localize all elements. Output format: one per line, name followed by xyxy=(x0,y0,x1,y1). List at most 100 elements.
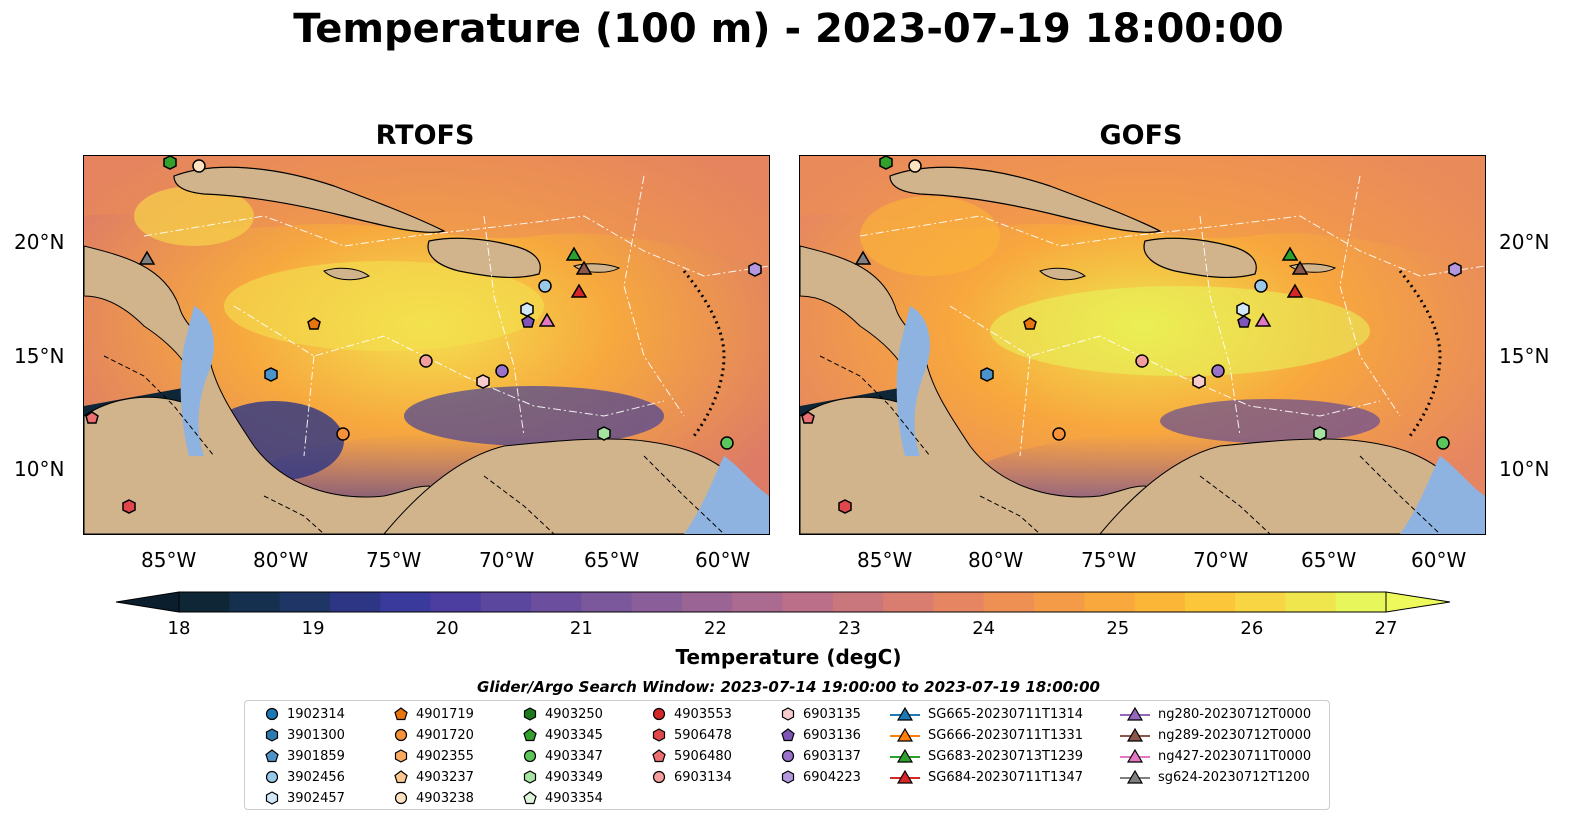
legend-label: 5906478 xyxy=(674,727,732,743)
triangle-marker-icon xyxy=(1120,728,1150,742)
legend-item: 1902314 xyxy=(257,704,345,724)
lon-label-65w-rtofs: 65°W xyxy=(584,548,640,572)
figure-title: Temperature (100 m) - 2023-07-19 18:00:0… xyxy=(293,6,1284,52)
legend-item: 3902457 xyxy=(257,788,345,808)
lat-label-15n-left: 15°N xyxy=(14,344,65,368)
triangle-marker-icon xyxy=(890,728,920,742)
circle-marker-icon xyxy=(781,749,795,763)
legend-item: 6903135 xyxy=(773,704,861,724)
colorbar-segment xyxy=(983,592,1035,612)
colorbar-tick-label: 23 xyxy=(838,618,861,639)
legend-item: 3901859 xyxy=(257,746,345,766)
pentagon-marker-icon xyxy=(652,749,666,763)
legend-label: SG666-20230711T1331 xyxy=(928,727,1084,743)
colorbar-segment xyxy=(430,592,482,612)
legend-label: 3902456 xyxy=(287,769,345,785)
pentagon-marker-icon xyxy=(394,770,408,784)
legend-item: sg624-20230712T1200 xyxy=(1120,767,1310,787)
legend-label: 4903250 xyxy=(545,706,603,722)
legend-item: 4903237 xyxy=(386,767,474,787)
legend-item: SG684-20230711T1347 xyxy=(890,767,1083,787)
map-panel-rtofs[interactable] xyxy=(83,155,770,535)
legend-label: 5906480 xyxy=(674,748,732,764)
lon-label-60w-gofs: 60°W xyxy=(1411,548,1467,572)
lon-label-85w-gofs: 85°W xyxy=(857,548,913,572)
colorbar-tick-label: 25 xyxy=(1106,618,1130,639)
legend-label: 6903134 xyxy=(674,769,732,785)
colorbar-segment xyxy=(1184,592,1236,612)
colorbar-segment xyxy=(229,592,281,612)
hexagon-marker-icon xyxy=(523,707,537,721)
legend-item: 4903345 xyxy=(515,725,603,745)
colorbar-label: Temperature (degC) xyxy=(675,645,902,669)
legend-item: 6904223 xyxy=(773,767,861,787)
lon-label-65w-gofs: 65°W xyxy=(1301,548,1357,572)
legend-label: SG684-20230711T1347 xyxy=(928,769,1084,785)
colorbar-segment xyxy=(732,592,783,612)
map-panel-gofs[interactable] xyxy=(799,155,1486,535)
legend-label: 4903349 xyxy=(545,769,603,785)
circle-marker-icon xyxy=(265,707,279,721)
legend-label: 3901300 xyxy=(287,727,345,743)
legend-item: SG683-20230713T1239 xyxy=(890,746,1083,766)
circle-marker-icon xyxy=(394,728,408,742)
colorbar-segment xyxy=(631,592,683,612)
colorbar-tick-label: 26 xyxy=(1240,618,1264,639)
hexagon-marker-icon xyxy=(394,749,408,763)
legend-label: 4903237 xyxy=(416,769,474,785)
legend-label: 6903137 xyxy=(803,748,861,764)
legend-item: 4903238 xyxy=(386,788,474,808)
colorbar-segment xyxy=(1134,592,1186,612)
colorbar-segment xyxy=(782,592,834,612)
legend-item: 3901300 xyxy=(257,725,345,745)
colorbar-tick-label: 18 xyxy=(167,618,191,639)
legend-label: 4903553 xyxy=(674,706,732,722)
colorbar-tick-label: 24 xyxy=(972,618,996,639)
legend-label: ng280-20230712T0000 xyxy=(1158,706,1312,722)
legend-label: ng289-20230712T0000 xyxy=(1158,727,1312,743)
legend-label: 4903347 xyxy=(545,748,603,764)
colorbar-segment xyxy=(531,592,582,612)
colorbar-segment xyxy=(883,592,934,612)
pentagon-marker-icon xyxy=(265,749,279,763)
lon-label-85w-rtofs: 85°W xyxy=(141,548,197,572)
colorbar-segment xyxy=(1033,592,1085,612)
triangle-marker-icon xyxy=(1120,707,1150,721)
colorbar-tick-label: 19 xyxy=(301,618,325,639)
hexagon-marker-icon xyxy=(781,707,795,721)
lat-label-20n-right: 20°N xyxy=(1499,230,1550,254)
colorbar-segment xyxy=(329,592,381,612)
gofs-temperature-field xyxy=(800,156,1485,534)
legend-label: 4901720 xyxy=(416,727,474,743)
legend-item: SG666-20230711T1331 xyxy=(890,725,1083,745)
circle-marker-icon xyxy=(523,749,537,763)
triangle-marker-icon xyxy=(1120,749,1150,763)
legend-item: 4903354 xyxy=(515,788,603,808)
pentagon-marker-icon xyxy=(781,728,795,742)
triangle-marker-icon xyxy=(1120,770,1150,784)
lon-label-60w-rtofs: 60°W xyxy=(695,548,751,572)
search-window-text: Glider/Argo Search Window: 2023-07-14 19… xyxy=(477,678,1100,696)
legend-item: 3902456 xyxy=(257,767,345,787)
legend-item: ng289-20230712T0000 xyxy=(1120,725,1311,745)
colorbar-segment xyxy=(480,592,532,612)
pentagon-marker-icon xyxy=(394,707,408,721)
lon-label-80w-gofs: 80°W xyxy=(968,548,1024,572)
legend-item: 4903347 xyxy=(515,746,603,766)
colorbar-tick-label: 21 xyxy=(569,618,593,639)
legend-item: ng427-20230711T0000 xyxy=(1120,746,1311,766)
colorbar-segment xyxy=(681,592,733,612)
triangle-marker-icon xyxy=(890,749,920,763)
legend: 1902314 3901300 3901859 3902456 3902457 49017… xyxy=(244,700,1330,810)
circle-marker-icon xyxy=(265,770,279,784)
hexagon-marker-icon xyxy=(652,728,666,742)
legend-label: 4902355 xyxy=(416,748,474,764)
lat-label-10n-right: 10°N xyxy=(1499,457,1550,481)
colorbar-segment xyxy=(179,592,230,612)
colorbar-tick-label: 20 xyxy=(435,618,459,639)
lon-label-70w-rtofs: 70°W xyxy=(479,548,535,572)
legend-item: 4903250 xyxy=(515,704,603,724)
legend-item: 4901719 xyxy=(386,704,474,724)
lon-label-75w-rtofs: 75°W xyxy=(366,548,422,572)
legend-item: 5906480 xyxy=(644,746,732,766)
